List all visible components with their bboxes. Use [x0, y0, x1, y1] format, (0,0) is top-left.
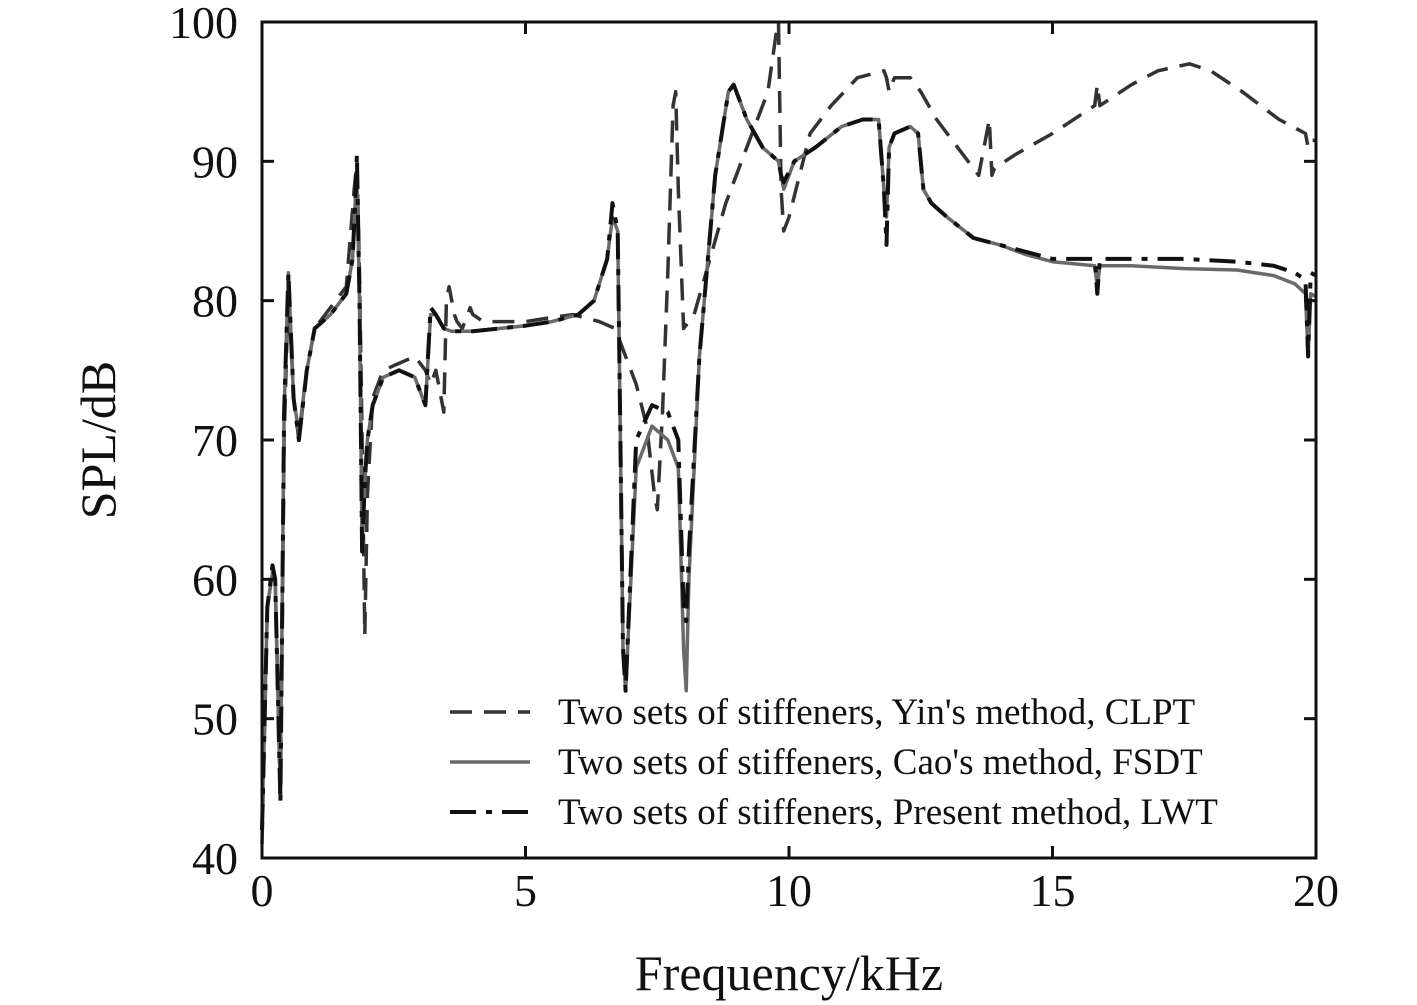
- ticks-layer: 0 5 10 15 20 40 50 60 70 80 90 100: [169, 0, 1339, 916]
- series-layer: [260, 20, 1317, 845]
- y-tick-label-6: 100: [169, 0, 238, 48]
- legend-label-1: Two sets of stiffeners, Yin's method, CL…: [558, 692, 1195, 733]
- x-tick-label-3: 15: [1030, 865, 1076, 916]
- x-tick-label-0: 0: [251, 865, 274, 916]
- y-tick-label-1: 50: [192, 694, 238, 745]
- series-line-1: [260, 20, 1316, 845]
- x-tick-label-1: 5: [514, 865, 537, 916]
- y-tick-label-5: 90: [192, 136, 238, 187]
- legend-label-3: Two sets of stiffeners, Present method, …: [558, 792, 1218, 833]
- legend: Two sets of stiffeners, Yin's method, CL…: [450, 692, 1218, 833]
- x-tick-label-2: 10: [766, 865, 812, 916]
- y-tick-label-3: 70: [192, 415, 238, 466]
- y-tick-label-4: 80: [192, 276, 238, 327]
- y-axis-label: SPL/dB: [70, 361, 126, 519]
- x-axis-label: Frequency/kHz: [635, 945, 943, 1001]
- y-tick-label-0: 40: [192, 833, 238, 884]
- y-tick-label-2: 60: [192, 554, 238, 605]
- x-tick-label-4: 20: [1293, 865, 1339, 916]
- legend-label-2: Two sets of stiffeners, Cao's method, FS…: [558, 742, 1203, 783]
- series-line-3: [260, 82, 1317, 831]
